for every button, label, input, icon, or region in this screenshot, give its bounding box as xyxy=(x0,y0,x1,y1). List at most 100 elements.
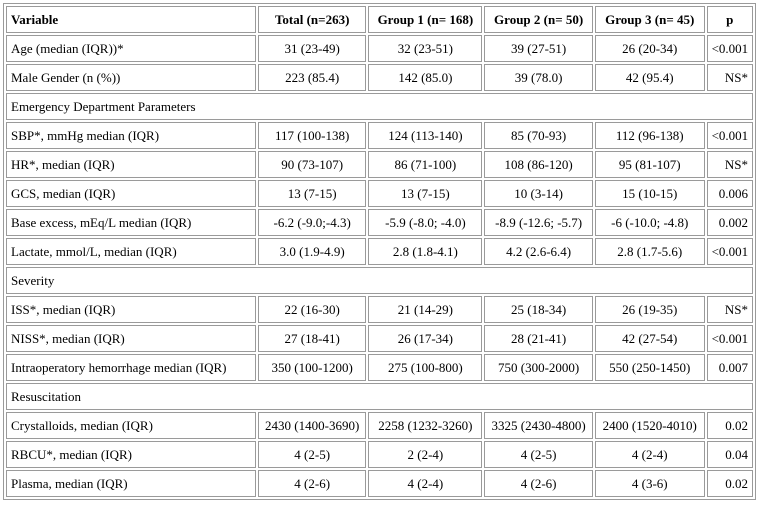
cell-p-value: <0.001 xyxy=(706,35,753,62)
cell-group-3: 2400 (1520-4010) xyxy=(594,412,705,439)
table-row: Intraoperatory hemorrhage median (IQR) 35… xyxy=(6,354,753,381)
cell-group-1: 86 (71-100) xyxy=(368,151,483,178)
cell-total: 117 (100-138) xyxy=(257,122,367,149)
cell-group-1: 142 (85.0) xyxy=(368,64,483,91)
cell-p-value: <0.001 xyxy=(706,122,753,149)
cell-group-1: 2258 (1232-3260) xyxy=(368,412,483,439)
cell-group-2: 4 (2-5) xyxy=(484,441,593,468)
cell-variable: GCS, median (IQR) xyxy=(6,180,256,207)
table-row: ISS*, median (IQR) 22 (16-30) 21 (14-29) 25… xyxy=(6,296,753,323)
section-label: Resuscitation xyxy=(6,383,753,410)
cell-total: 13 (7-15) xyxy=(257,180,367,207)
cell-variable: Base excess, mEq/L median (IQR) xyxy=(6,209,256,236)
cell-group-2: 25 (18-34) xyxy=(484,296,593,323)
cell-p-value: 0.007 xyxy=(706,354,753,381)
cell-group-1: 2 (2-4) xyxy=(368,441,483,468)
cell-group-2: 85 (70-93) xyxy=(484,122,593,149)
cell-total: 4 (2-5) xyxy=(257,441,367,468)
cell-group-1: 21 (14-29) xyxy=(368,296,483,323)
cell-variable: HR*, median (IQR) xyxy=(6,151,256,178)
section-row: Severity xyxy=(6,267,753,294)
cell-group-3: 42 (27-54) xyxy=(594,325,705,352)
cell-group-2: 10 (3-14) xyxy=(484,180,593,207)
cell-p-value: NS* xyxy=(706,64,753,91)
section-label: Emergency Department Parameters xyxy=(6,93,753,120)
cell-variable: Intraoperatory hemorrhage median (IQR) xyxy=(6,354,256,381)
table-row: HR*, median (IQR) 90 (73-107) 86 (71-100) 1… xyxy=(6,151,753,178)
cell-p-value: 0.006 xyxy=(706,180,753,207)
cell-group-3: -6 (-10.0; -4.8) xyxy=(594,209,705,236)
cell-total: 22 (16-30) xyxy=(257,296,367,323)
header-group-1: Group 1 (n= 168) xyxy=(368,6,483,33)
patient-characteristics-table: Variable Total (n=263) Group 1 (n= 168) … xyxy=(3,3,756,500)
cell-group-1: 4 (2-4) xyxy=(368,470,483,497)
table-row: RBCU*, median (IQR) 4 (2-5) 2 (2-4) 4 (2-5)… xyxy=(6,441,753,468)
cell-total: 350 (100-1200) xyxy=(257,354,367,381)
cell-group-2: 4 (2-6) xyxy=(484,470,593,497)
table-row: Crystalloids, median (IQR) 2430 (1400-369… xyxy=(6,412,753,439)
cell-group-1: 32 (23-51) xyxy=(368,35,483,62)
cell-group-3: 2.8 (1.7-5.6) xyxy=(594,238,705,265)
cell-group-3: 4 (3-6) xyxy=(594,470,705,497)
table-row: Plasma, median (IQR) 4 (2-6) 4 (2-4) 4 (2-6… xyxy=(6,470,753,497)
cell-p-value: NS* xyxy=(706,151,753,178)
cell-variable: Male Gender (n (%)) xyxy=(6,64,256,91)
cell-group-3: 112 (96-138) xyxy=(594,122,705,149)
cell-group-2: 3325 (2430-4800) xyxy=(484,412,593,439)
cell-total: 2430 (1400-3690) xyxy=(257,412,367,439)
table-row: NISS*, median (IQR) 27 (18-41) 26 (17-34) 2… xyxy=(6,325,753,352)
cell-variable: Crystalloids, median (IQR) xyxy=(6,412,256,439)
cell-p-value: NS* xyxy=(706,296,753,323)
section-row: Resuscitation xyxy=(6,383,753,410)
cell-p-value: 0.02 xyxy=(706,470,753,497)
cell-group-2: 750 (300-2000) xyxy=(484,354,593,381)
header-group-2: Group 2 (n= 50) xyxy=(484,6,593,33)
cell-group-3: 550 (250-1450) xyxy=(594,354,705,381)
cell-p-value: 0.02 xyxy=(706,412,753,439)
cell-group-2: 108 (86-120) xyxy=(484,151,593,178)
header-variable: Variable xyxy=(6,6,256,33)
cell-group-1: 26 (17-34) xyxy=(368,325,483,352)
cell-variable: Plasma, median (IQR) xyxy=(6,470,256,497)
header-p-value: p xyxy=(706,6,753,33)
header-group-3: Group 3 (n= 45) xyxy=(594,6,705,33)
section-row: Emergency Department Parameters xyxy=(6,93,753,120)
cell-total: 31 (23-49) xyxy=(257,35,367,62)
cell-group-2: 28 (21-41) xyxy=(484,325,593,352)
cell-group-1: 13 (7-15) xyxy=(368,180,483,207)
cell-variable: SBP*, mmHg median (IQR) xyxy=(6,122,256,149)
cell-group-2: 39 (27-51) xyxy=(484,35,593,62)
cell-group-2: 39 (78.0) xyxy=(484,64,593,91)
table-row: Lactate, mmol/L, median (IQR) 3.0 (1.9-4.… xyxy=(6,238,753,265)
cell-group-1: -5.9 (-8.0; -4.0) xyxy=(368,209,483,236)
cell-p-value: 0.002 xyxy=(706,209,753,236)
cell-total: 223 (85.4) xyxy=(257,64,367,91)
table-row: Base excess, mEq/L median (IQR) -6.2 (-9.… xyxy=(6,209,753,236)
cell-total: 27 (18-41) xyxy=(257,325,367,352)
cell-group-3: 4 (2-4) xyxy=(594,441,705,468)
cell-group-3: 26 (19-35) xyxy=(594,296,705,323)
cell-variable: RBCU*, median (IQR) xyxy=(6,441,256,468)
cell-group-3: 26 (20-34) xyxy=(594,35,705,62)
cell-group-1: 124 (113-140) xyxy=(368,122,483,149)
cell-group-3: 15 (10-15) xyxy=(594,180,705,207)
header-row: Variable Total (n=263) Group 1 (n= 168) … xyxy=(6,6,753,33)
cell-group-3: 95 (81-107) xyxy=(594,151,705,178)
table-row: Male Gender (n (%)) 223 (85.4) 142 (85.0) 3… xyxy=(6,64,753,91)
cell-total: 90 (73-107) xyxy=(257,151,367,178)
cell-total: 4 (2-6) xyxy=(257,470,367,497)
cell-p-value: <0.001 xyxy=(706,238,753,265)
cell-variable: NISS*, median (IQR) xyxy=(6,325,256,352)
cell-variable: ISS*, median (IQR) xyxy=(6,296,256,323)
cell-group-3: 42 (95.4) xyxy=(594,64,705,91)
cell-group-2: -8.9 (-12.6; -5.7) xyxy=(484,209,593,236)
cell-group-2: 4.2 (2.6-6.4) xyxy=(484,238,593,265)
header-total: Total (n=263) xyxy=(257,6,367,33)
table-row: GCS, median (IQR) 13 (7-15) 13 (7-15) 10 (3… xyxy=(6,180,753,207)
cell-total: 3.0 (1.9-4.9) xyxy=(257,238,367,265)
cell-p-value: <0.001 xyxy=(706,325,753,352)
cell-variable: Lactate, mmol/L, median (IQR) xyxy=(6,238,256,265)
table-row: Age (median (IQR))* 31 (23-49) 32 (23-51) 3… xyxy=(6,35,753,62)
table-body: Age (median (IQR))* 31 (23-49) 32 (23-51) 3… xyxy=(6,35,753,497)
